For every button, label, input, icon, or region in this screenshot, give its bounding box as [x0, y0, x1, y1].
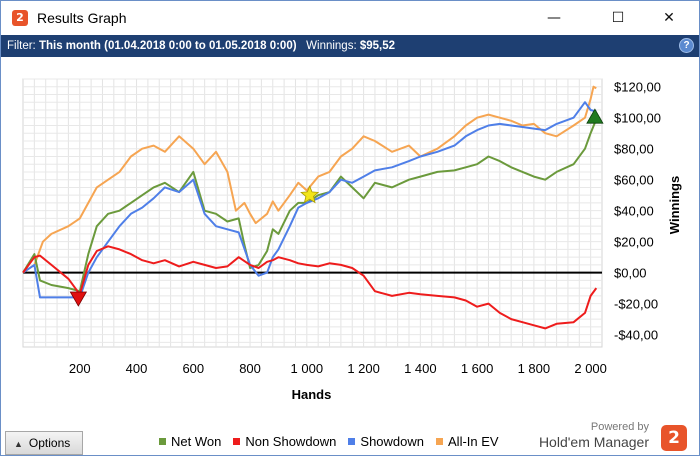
star-marker-icon: [300, 185, 320, 204]
x-tick-label: 1 000: [291, 361, 324, 376]
x-tick-label: 1 400: [404, 361, 437, 376]
y-tick-label: $100,00: [614, 111, 661, 126]
x-tick-label: 400: [126, 361, 148, 376]
results-chart: 200 400 600 800 1 000 1 200 1 400 1 600 1 800 2 0…: [22, 78, 682, 402]
x-axis-title: Hands: [292, 387, 332, 402]
series-line-non-showdown: [22, 245, 598, 330]
product-name: Hold'em Manager: [538, 434, 649, 450]
min-marker-icon: [69, 291, 88, 307]
close-button[interactable]: ✕: [663, 10, 675, 26]
title-bar[interactable]: 2 Results Graph — ☐ ✕: [1, 1, 699, 35]
help-icon[interactable]: ?: [679, 38, 694, 53]
y-tick-label: -$40,00: [614, 328, 658, 343]
y-tick-label: $0,00: [614, 266, 647, 281]
winnings-label: Winnings:: [306, 40, 357, 52]
series-line-showdown: [22, 101, 597, 299]
minimize-button[interactable]: —: [547, 10, 561, 26]
y-tick-label: $20,00: [614, 235, 654, 250]
series-line-all-in-ev: [22, 85, 597, 274]
options-label: Options: [28, 436, 71, 450]
options-button[interactable]: ▲ Options: [5, 431, 83, 455]
window-title: Results Graph: [37, 10, 127, 26]
legend-label: Non Showdown: [245, 434, 337, 449]
x-tick-label: 2 000: [574, 361, 607, 376]
filter-value: This month (01.04.2018 0:00 to 01.05.201…: [38, 40, 297, 52]
filter-bar: Filter: This month (01.04.2018 0:00 to 0…: [1, 35, 699, 57]
legend-item: Showdown: [348, 434, 424, 449]
x-tick-label: 600: [182, 361, 204, 376]
y-tick-label: $120,00: [614, 80, 661, 95]
legend-swatch-icon: [233, 438, 241, 446]
legend-item: Net Won: [159, 434, 221, 449]
legend-swatch-icon: [159, 438, 166, 446]
max-marker-icon: [586, 108, 604, 124]
x-tick-label: 1 800: [518, 361, 551, 376]
legend-item: Non Showdown: [233, 434, 336, 449]
plot-area: [22, 78, 603, 348]
y-tick-label: $40,00: [614, 204, 654, 219]
winnings-value: $95,52: [359, 40, 396, 52]
legend-swatch-icon: [348, 438, 356, 446]
y-axis-title: Winnings: [667, 176, 682, 234]
legend-item: All-In EV: [436, 434, 499, 449]
legend-label: Net Won: [171, 434, 222, 449]
filter-label: Filter:: [7, 40, 36, 52]
triangle-up-icon: ▲: [14, 439, 23, 449]
x-tick-label: 800: [239, 361, 261, 376]
hm2-logo-icon: 2: [12, 10, 28, 26]
legend-swatch-icon: [436, 438, 444, 446]
legend-label: All-In EV: [448, 434, 499, 449]
branding: Powered by Hold'em Manager 2: [523, 421, 693, 455]
legend-label: Showdown: [360, 434, 425, 449]
y-tick-label: -$20,00: [614, 297, 658, 312]
x-tick-label: 1 200: [347, 361, 380, 376]
x-tick-label: 200: [69, 361, 91, 376]
x-tick-label: 1 600: [461, 361, 494, 376]
y-tick-label: $60,00: [614, 173, 654, 188]
maximize-button[interactable]: ☐: [611, 10, 625, 26]
hm2-logo: 2: [661, 425, 687, 451]
y-tick-label: $80,00: [614, 142, 654, 157]
powered-by-text: Powered by: [590, 421, 649, 433]
chart-legend: Net Won Non Showdown Showdown All-In EV: [159, 434, 511, 450]
series-line-net-won: [22, 118, 598, 293]
